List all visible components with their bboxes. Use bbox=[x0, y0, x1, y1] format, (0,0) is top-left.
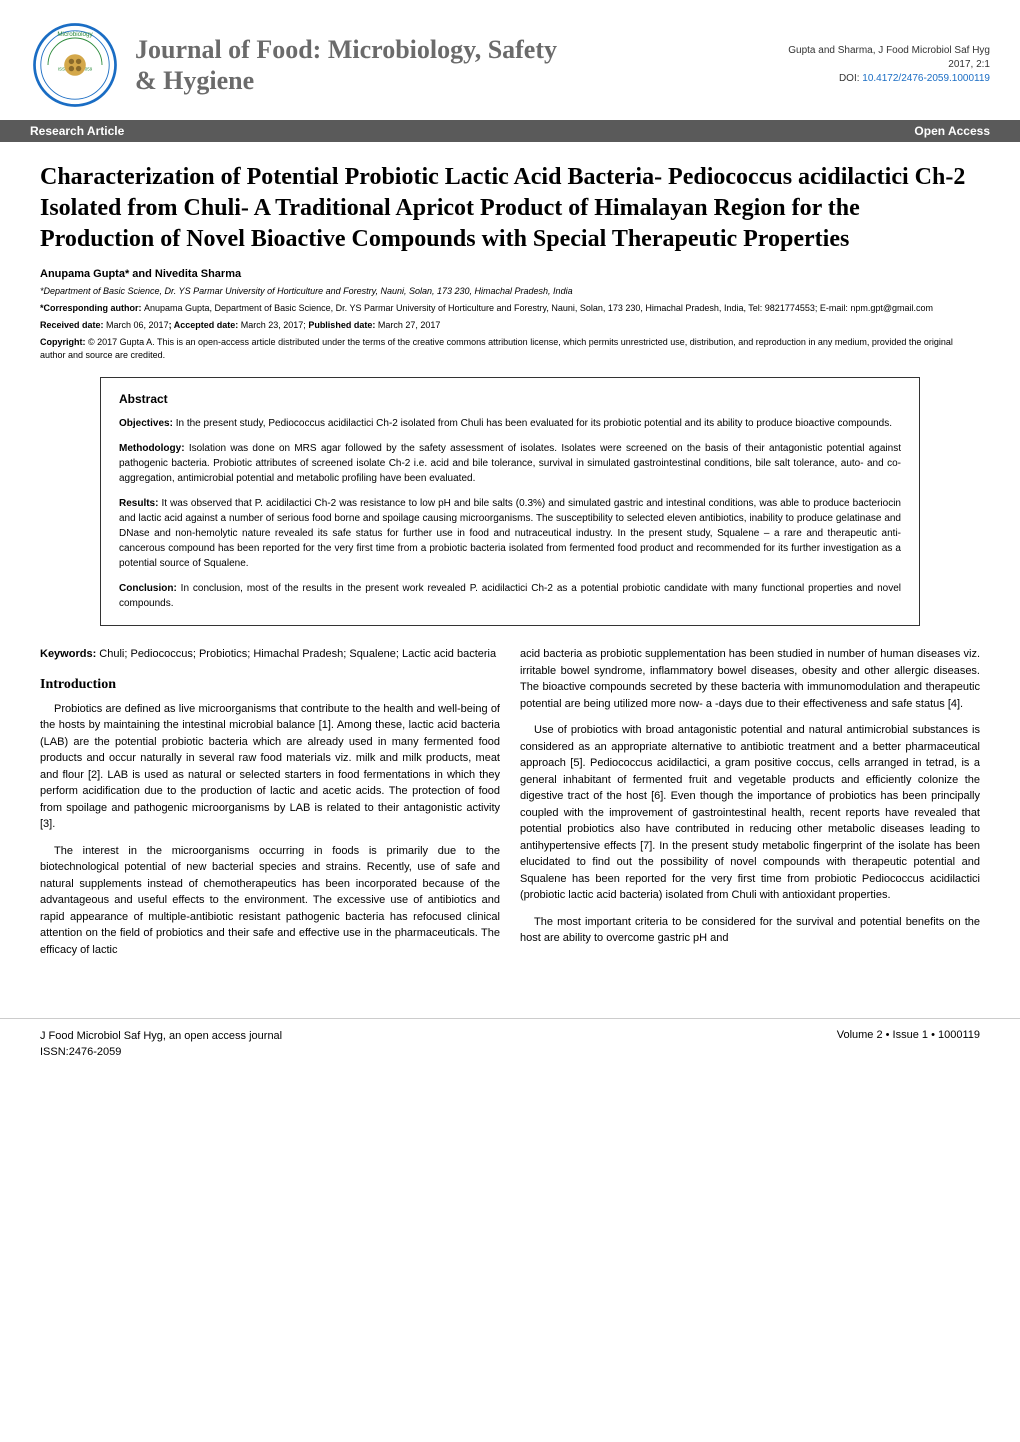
intro-para-1: Probiotics are defined as live microorga… bbox=[40, 701, 500, 833]
intro-para-3: acid bacteria as probiotic supplementati… bbox=[520, 646, 980, 712]
conclusion-text: In conclusion, most of the results in th… bbox=[119, 583, 901, 609]
journal-title-block: Journal of Food: Microbiology, Safety & … bbox=[135, 34, 788, 96]
objectives-label: Objectives: bbox=[119, 418, 176, 429]
results-label: Results: bbox=[119, 498, 161, 509]
intro-para-4: Use of probiotics with broad antagonisti… bbox=[520, 722, 980, 904]
copyright-notice: Copyright: © 2017 Gupta A. This is an op… bbox=[40, 336, 980, 361]
abstract-objectives: Objectives: In the present study, Pedioc… bbox=[119, 416, 901, 431]
article-type-label: Research Article bbox=[30, 124, 124, 138]
affiliation: *Department of Basic Science, Dr. YS Par… bbox=[40, 286, 980, 296]
article-title: Characterization of Potential Probiotic … bbox=[40, 162, 980, 256]
abstract-conclusion: Conclusion: In conclusion, most of the r… bbox=[119, 581, 901, 611]
page-footer: J Food Microbiol Saf Hyg, an open access… bbox=[0, 1018, 1020, 1080]
keywords-label: Keywords: bbox=[40, 648, 99, 660]
abstract-heading: Abstract bbox=[119, 392, 901, 406]
article-type-bar: Research Article Open Access bbox=[0, 120, 1020, 142]
corresponding-text: Anupama Gupta, Department of Basic Scien… bbox=[144, 303, 933, 313]
published-label: Published date: bbox=[308, 320, 378, 330]
footer-volume-issue: Volume 2 • Issue 1 • 1000119 bbox=[837, 1029, 980, 1060]
authors: Anupama Gupta* and Nivedita Sharma bbox=[40, 268, 980, 280]
journal-title-line2: & Hygiene bbox=[135, 65, 788, 96]
methodology-text: Isolation was done on MRS agar followed … bbox=[119, 443, 901, 484]
keywords-text: Chuli; Pediococcus; Probiotics; Himachal… bbox=[99, 648, 496, 660]
page-header: Microbiology ISSN: 2476-2059 Journal of … bbox=[0, 0, 1020, 120]
copyright-text: © 2017 Gupta A. This is an open-access a… bbox=[40, 337, 953, 360]
methodology-label: Methodology: bbox=[119, 443, 189, 454]
intro-para-2: The interest in the microorganisms occur… bbox=[40, 843, 500, 959]
citation-line2: 2017, 2:1 bbox=[788, 58, 990, 72]
corresponding-label: *Corresponding author: bbox=[40, 303, 144, 313]
open-access-label: Open Access bbox=[914, 124, 990, 138]
copyright-label: Copyright: bbox=[40, 337, 88, 347]
footer-journal-name: J Food Microbiol Saf Hyg, an open access… bbox=[40, 1029, 282, 1044]
corresponding-author: *Corresponding author: Anupama Gupta, De… bbox=[40, 302, 980, 315]
accepted-label: ; Accepted date: bbox=[169, 320, 241, 330]
intro-para-5: The most important criteria to be consid… bbox=[520, 914, 980, 947]
doi-link[interactable]: 10.4172/2476-2059.1000119 bbox=[862, 73, 990, 84]
footer-left: J Food Microbiol Saf Hyg, an open access… bbox=[40, 1029, 282, 1060]
svg-text:Microbiology: Microbiology bbox=[57, 31, 93, 38]
conclusion-label: Conclusion: bbox=[119, 583, 181, 594]
abstract-box: Abstract Objectives: In the present stud… bbox=[100, 377, 920, 626]
article-dates: Received date: March 06, 2017; Accepted … bbox=[40, 320, 980, 330]
keywords: Keywords: Chuli; Pediococcus; Probiotics… bbox=[40, 646, 500, 663]
doi-line: DOI: 10.4172/2476-2059.1000119 bbox=[788, 72, 990, 86]
journal-title-line1: Journal of Food: Microbiology, Safety bbox=[135, 34, 788, 65]
abstract-methodology: Methodology: Isolation was done on MRS a… bbox=[119, 441, 901, 486]
main-content: Characterization of Potential Probiotic … bbox=[0, 142, 1020, 988]
right-column: acid bacteria as probiotic supplementati… bbox=[520, 646, 980, 968]
two-column-body: Keywords: Chuli; Pediococcus; Probiotics… bbox=[40, 646, 980, 968]
accepted-date: March 23, 2017; bbox=[241, 320, 309, 330]
journal-logo: Microbiology ISSN: 2476-2059 bbox=[30, 20, 120, 110]
abstract-results: Results: It was observed that P. acidila… bbox=[119, 496, 901, 571]
published-date: March 27, 2017 bbox=[378, 320, 441, 330]
objectives-text: In the present study, Pediococcus acidil… bbox=[176, 418, 892, 429]
received-label: Received date: bbox=[40, 320, 106, 330]
left-column: Keywords: Chuli; Pediococcus; Probiotics… bbox=[40, 646, 500, 968]
citation-line1: Gupta and Sharma, J Food Microbiol Saf H… bbox=[788, 44, 990, 58]
citation-block: Gupta and Sharma, J Food Microbiol Saf H… bbox=[788, 44, 990, 86]
introduction-heading: Introduction bbox=[40, 677, 500, 693]
footer-issn: ISSN:2476-2059 bbox=[40, 1045, 282, 1060]
received-date: March 06, 2017 bbox=[106, 320, 169, 330]
results-text: It was observed that P. acidilactici Ch-… bbox=[119, 498, 901, 569]
doi-label: DOI: bbox=[839, 73, 862, 84]
